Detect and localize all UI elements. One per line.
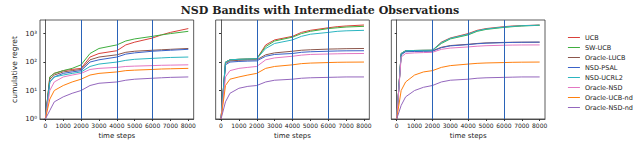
- svg-text:10²: 10²: [25, 58, 37, 66]
- svg-text:7000: 7000: [163, 122, 178, 129]
- svg-text:2000: 2000: [73, 122, 88, 129]
- svg-text:SW-UCB: SW-UCB: [585, 44, 611, 52]
- svg-text:Oracle-NSD-nd: Oracle-NSD-nd: [585, 104, 633, 112]
- svg-text:2000: 2000: [425, 122, 440, 129]
- svg-text:8000: 8000: [181, 122, 196, 129]
- svg-text:1000: 1000: [231, 122, 246, 129]
- svg-text:5000: 5000: [303, 122, 318, 129]
- svg-text:4000: 4000: [285, 122, 300, 129]
- svg-text:Oracle-LUCB: Oracle-LUCB: [585, 54, 626, 62]
- svg-text:7000: 7000: [338, 122, 353, 129]
- svg-text:NSD-PSAL: NSD-PSAL: [585, 64, 618, 72]
- svg-text:7000: 7000: [514, 122, 529, 129]
- svg-text:6000: 6000: [145, 122, 160, 129]
- svg-text:3000: 3000: [267, 122, 282, 129]
- svg-text:10¹: 10¹: [25, 87, 37, 95]
- svg-text:10⁰: 10⁰: [25, 115, 37, 123]
- svg-text:0: 0: [219, 122, 223, 129]
- svg-text:10³: 10³: [25, 30, 37, 38]
- svg-text:6000: 6000: [321, 122, 336, 129]
- svg-text:3000: 3000: [443, 122, 458, 129]
- svg-text:0: 0: [395, 122, 399, 129]
- svg-text:8000: 8000: [532, 122, 547, 129]
- svg-text:8000: 8000: [356, 122, 371, 129]
- svg-text:4000: 4000: [109, 122, 124, 129]
- svg-text:1000: 1000: [56, 122, 71, 129]
- svg-text:1000: 1000: [407, 122, 422, 129]
- svg-text:5000: 5000: [127, 122, 142, 129]
- svg-text:NSD-UCRL2: NSD-UCRL2: [585, 74, 623, 82]
- svg-text:5000: 5000: [478, 122, 493, 129]
- svg-text:cumulative regret: cumulative regret: [10, 36, 19, 103]
- svg-text:0: 0: [43, 122, 47, 129]
- svg-text:6000: 6000: [496, 122, 511, 129]
- svg-text:time steps: time steps: [98, 132, 135, 140]
- svg-text:NSD Bandits with Intermediate: NSD Bandits with Intermediate Observatio…: [181, 4, 459, 17]
- svg-text:time steps: time steps: [274, 132, 311, 140]
- svg-text:Oracle-UCB-nd: Oracle-UCB-nd: [585, 94, 633, 102]
- svg-text:time steps: time steps: [450, 132, 487, 140]
- svg-text:Oracle-NSD: Oracle-NSD: [585, 84, 623, 92]
- svg-text:3000: 3000: [91, 122, 106, 129]
- svg-text:4000: 4000: [461, 122, 476, 129]
- svg-text:UCB: UCB: [585, 34, 599, 42]
- svg-text:2000: 2000: [249, 122, 264, 129]
